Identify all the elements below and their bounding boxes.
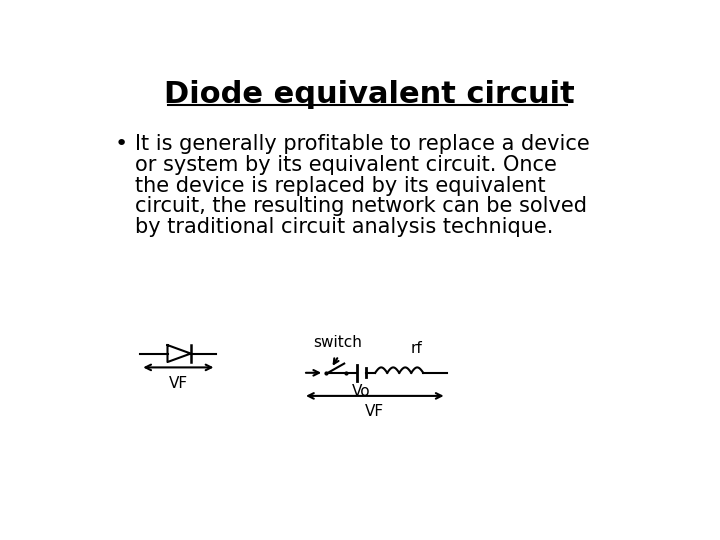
Text: rf: rf [410,341,422,356]
Text: Vo: Vo [352,383,371,399]
Text: or system by its equivalent circuit. Once: or system by its equivalent circuit. Onc… [135,155,557,175]
Text: the device is replaced by its equivalent: the device is replaced by its equivalent [135,176,546,195]
Text: VF: VF [168,376,188,391]
Text: •: • [114,134,127,154]
Text: Diode equivalent circuit: Diode equivalent circuit [163,79,575,109]
Text: circuit, the resulting network can be solved: circuit, the resulting network can be so… [135,197,587,217]
Text: switch: switch [312,335,361,350]
Text: It is generally profitable to replace a device: It is generally profitable to replace a … [135,134,590,154]
Text: by traditional circuit analysis technique.: by traditional circuit analysis techniqu… [135,217,554,237]
Text: VF: VF [365,403,384,418]
